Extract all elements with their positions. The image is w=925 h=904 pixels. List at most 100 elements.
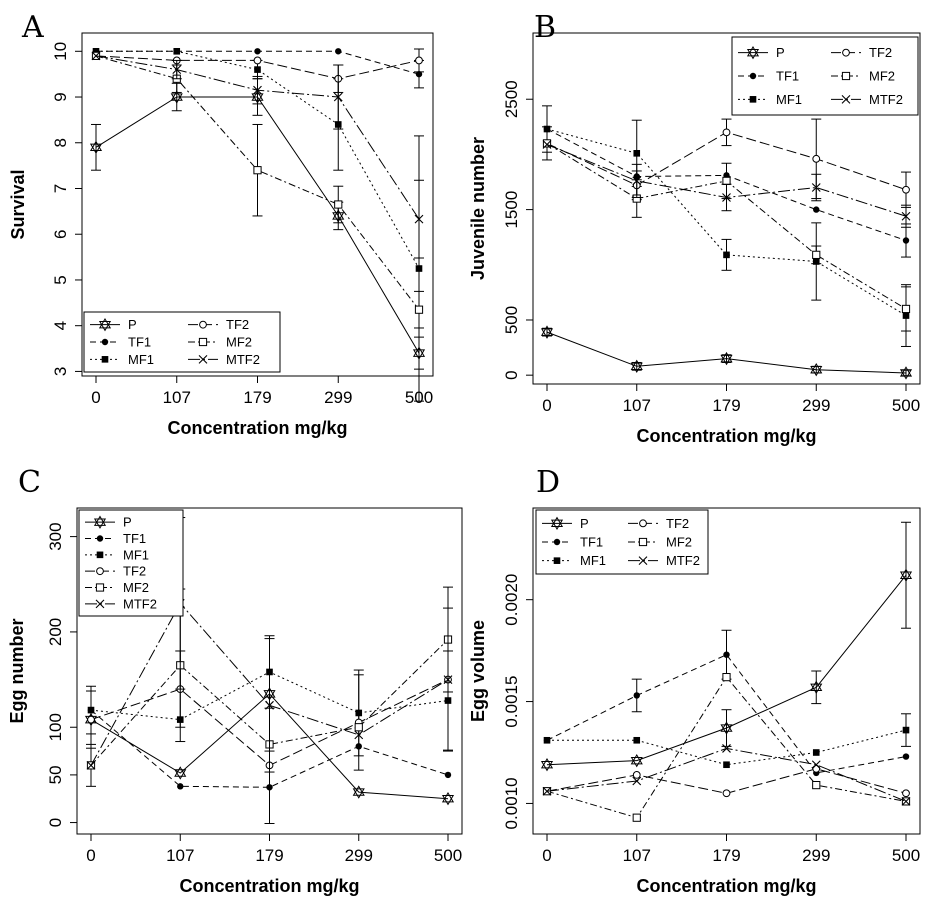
data-point [899,568,913,582]
series-mtf2 [542,140,911,228]
series-mtf2 [91,51,424,259]
panel-d: D 0 107 179 299 500 Concentration mg/kg 0.0010 0… [468,465,921,896]
legend-item-p: P [738,45,785,60]
y-tick-label: 0.0015 [502,676,521,728]
error-bar [811,670,822,705]
legend-marker [93,515,107,529]
data-point [812,749,820,756]
data-point [899,366,913,380]
data-point [89,140,103,155]
legend-marker [841,71,851,81]
data-point [813,206,820,213]
data-point [720,351,733,366]
error-bar [91,123,101,171]
data-point [87,715,95,724]
data-point [902,185,910,194]
data-point [812,781,821,790]
legend-label: P [123,515,132,530]
x-tick-label: 107 [166,846,194,865]
series-line-mf1 [96,50,420,269]
data-point [415,56,423,65]
data-point [174,766,187,780]
data-point [902,789,910,798]
y-tick-label: 0 [46,818,65,827]
data-point [632,776,642,786]
legend-item-mtf2: MTF2 [85,596,157,611]
legend-label: TF1 [123,531,146,546]
data-point [810,362,823,377]
data-point [722,673,731,682]
legend-marker [95,599,105,609]
data-point [254,66,261,73]
legend-item-tf2: TF2 [188,317,249,332]
legend-label: MF2 [226,335,252,350]
legend-item-tf1: TF1 [542,535,603,550]
y-tick-label: 300 [46,522,65,550]
y-tick-label: 6 [51,229,70,238]
y-tick-label: 5 [51,275,70,284]
data-point [901,797,911,806]
x-tick-label: 107 [163,388,191,407]
y-tick-label: 2500 [502,80,521,118]
y-axis-title: Egg volume [468,620,488,722]
legend-marker [842,48,850,57]
y-tick-label: 500 [502,306,521,334]
data-point [414,305,424,314]
panel-c: C 0 107 179 299 500 Concentration mg/kg 0 50 100 2… [7,465,463,896]
legend-label: TF1 [580,535,603,550]
data-point [812,154,821,163]
data-point [633,736,641,744]
data-point [901,304,911,314]
y-tick-label: 4 [51,321,70,330]
legend-item-tf1: TF1 [738,69,799,84]
legend-marker [841,94,851,104]
legend-marker [199,320,207,329]
data-point [811,760,821,770]
data-point [630,753,643,768]
data-point [633,692,640,699]
legend-item-tf1: TF1 [90,335,151,350]
y-tick-label: 0.0020 [502,574,521,626]
legend-label: MF1 [128,352,154,367]
x-tick-label: 0 [542,396,551,415]
x-tick-label: 299 [802,846,830,865]
legend-marker [95,583,105,592]
panel-letter: D [536,465,560,500]
legend-marker [550,516,564,531]
legend-marker [639,519,647,528]
legend-label: TF1 [776,69,799,84]
legend-item-p: P [85,515,132,530]
legend: P TF1 MF1 TF2 MF2 MTF2 [535,509,709,575]
legend-marker [749,72,757,80]
x-tick-label: 299 [324,388,352,407]
error-bar [631,361,642,371]
legend-marker [553,557,561,564]
data-point [540,325,554,339]
y-tick-label: 7 [51,184,70,193]
legend-item-mf2: MF2 [188,335,252,350]
data-point [414,214,424,224]
legend-label: P [580,516,589,531]
legend-marker [96,551,104,559]
data-point [335,48,342,55]
data-point [334,200,343,209]
x-tick-label: 500 [892,846,920,865]
data-point [253,166,262,175]
data-point [441,792,455,806]
y-tick-label: 100 [46,713,65,741]
data-point [722,128,731,137]
data-point [542,140,552,149]
x-tick-label: 500 [892,396,920,415]
legend-label: MTF2 [226,352,260,367]
legend-item-mf2: MF2 [831,69,895,84]
legend-label: TF2 [123,564,146,579]
y-tick-label: 8 [51,138,70,147]
legend-item-tf1: TF1 [85,531,146,546]
legend-label: MF2 [666,535,692,550]
legend-marker [198,337,208,347]
data-point [91,51,101,61]
series-line-mf2 [90,639,449,766]
legend-label: P [128,317,137,332]
data-point [901,211,911,221]
